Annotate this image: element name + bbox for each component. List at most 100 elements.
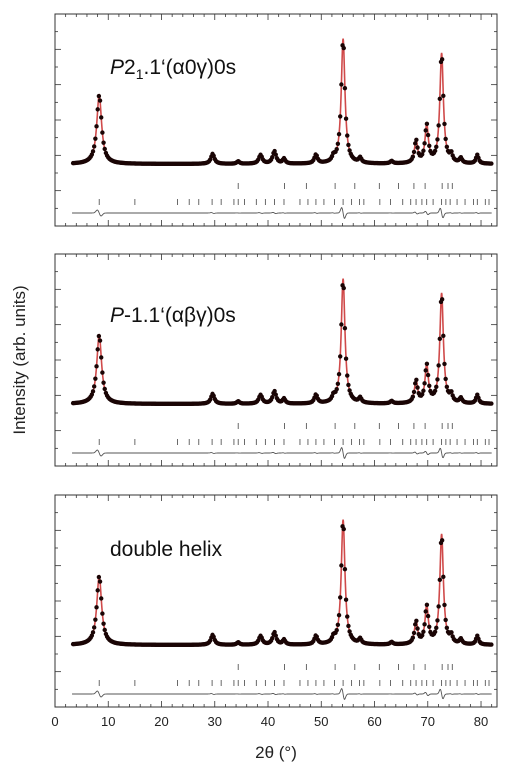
observed-point (95, 347, 100, 352)
panel-2-frame (54, 253, 498, 467)
observed-point (410, 635, 416, 640)
observed-point (425, 372, 431, 378)
observed-point (414, 618, 419, 623)
observed-point (97, 338, 103, 343)
observed-points (70, 524, 494, 648)
observed-point (441, 333, 446, 339)
observed-point (424, 361, 430, 367)
observed-point (424, 121, 430, 127)
observed-point (342, 325, 348, 331)
observed-point (444, 384, 450, 389)
observed-point (339, 82, 344, 87)
observed-point (422, 381, 427, 386)
x-tick-label: 20 (154, 714, 168, 729)
x-tick-labels: 0 10 20 30 40 50 60 70 80 (51, 714, 488, 729)
observed-point (421, 148, 426, 153)
x-tick-label: 30 (208, 714, 222, 729)
observed-point (343, 597, 349, 602)
observed-point (339, 563, 344, 568)
observed-point (427, 624, 432, 629)
reflection-markers (98, 183, 490, 205)
observed-point (346, 382, 351, 388)
observed-point (449, 389, 454, 394)
observed-point (427, 383, 432, 388)
observed-point (425, 613, 431, 619)
observed-point (439, 538, 445, 543)
observed-point (334, 146, 339, 152)
observed-point (489, 642, 494, 647)
panel-1-label: P21.1‘(α0γ)0s (110, 56, 236, 82)
observed-point (346, 142, 351, 148)
observed-point (272, 148, 277, 154)
observed-point (489, 401, 494, 406)
observed-point (97, 98, 103, 103)
observed-point (437, 96, 443, 102)
observed-point (345, 614, 350, 619)
observed-point (442, 121, 447, 127)
observed-point (273, 392, 278, 397)
observed-point (425, 132, 431, 138)
observed-point (413, 141, 418, 146)
observed-points (70, 283, 494, 407)
observed-point (343, 116, 349, 121)
observed-point (421, 388, 426, 393)
x-tick-label: 50 (314, 714, 328, 729)
observed-point (347, 629, 352, 634)
observed-point (102, 386, 107, 392)
observed-points (70, 43, 494, 167)
observed-point (413, 622, 418, 627)
observed-point (342, 85, 348, 91)
observed-point (410, 154, 416, 159)
x-tick-label: 80 (474, 714, 488, 729)
observed-point (94, 605, 99, 610)
observed-point (335, 622, 341, 627)
observed-point (94, 124, 99, 129)
observed-point (335, 141, 341, 146)
observed-point (413, 381, 418, 386)
observed-point (434, 384, 439, 390)
panel-3-data (70, 519, 494, 700)
observed-point (97, 579, 103, 584)
observed-point (94, 364, 99, 369)
observed-point (420, 152, 425, 157)
observed-point (270, 635, 275, 641)
observed-point (101, 380, 106, 385)
observed-point (444, 625, 450, 630)
observed-point (99, 596, 104, 601)
observed-point (345, 373, 350, 378)
observed-point (410, 394, 416, 399)
panel-2-label: P-1.1‘(αβγ)0s (110, 304, 236, 327)
observed-point (341, 526, 346, 532)
observed-point (93, 617, 98, 622)
observed-point (91, 384, 97, 389)
observed-point (444, 144, 450, 149)
observed-point (338, 595, 343, 600)
observed-point (415, 626, 420, 631)
observed-point (93, 136, 98, 141)
observed-point (347, 388, 352, 393)
observed-point (411, 149, 417, 155)
observed-point (338, 354, 343, 359)
observed-point (95, 107, 100, 112)
observed-point (341, 285, 346, 291)
observed-point (441, 93, 446, 99)
observed-point (415, 145, 420, 150)
observed-point (439, 297, 445, 302)
observed-point (273, 633, 278, 638)
observed-point (489, 161, 494, 166)
observed-point (449, 149, 454, 154)
observed-point (435, 618, 440, 623)
observed-point (91, 144, 97, 149)
observed-point (343, 356, 349, 361)
observed-point (334, 627, 339, 633)
observed-point (342, 566, 348, 572)
observed-point (334, 386, 339, 392)
observed-point (90, 149, 96, 154)
observed-point (432, 148, 438, 154)
observed-point (449, 630, 454, 635)
observed-point (411, 389, 417, 395)
reflection-markers (98, 664, 490, 686)
observed-point (432, 388, 438, 394)
x-tick-label: 10 (101, 714, 115, 729)
